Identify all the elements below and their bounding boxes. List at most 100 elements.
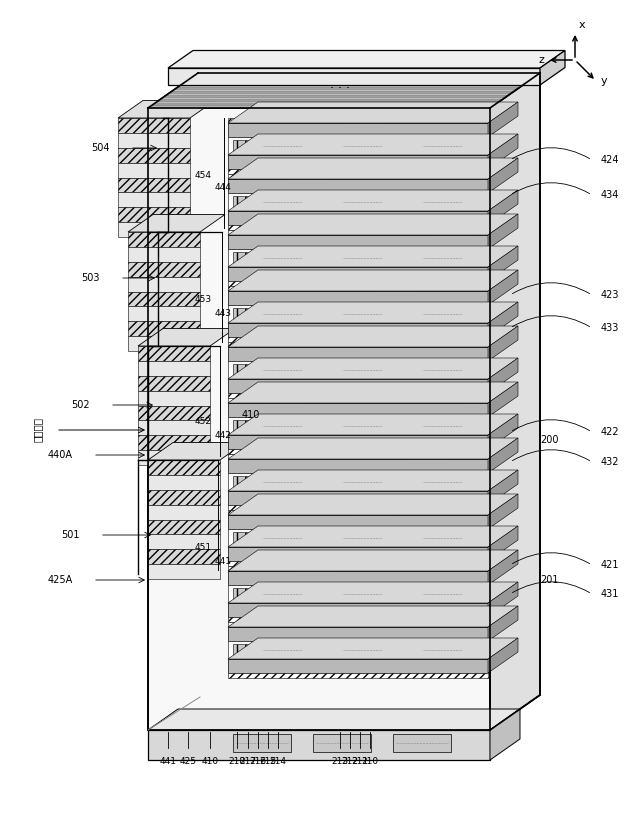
Polygon shape [228,459,488,473]
Polygon shape [228,169,488,174]
Polygon shape [138,346,210,361]
Polygon shape [488,102,518,137]
Text: 216: 216 [250,758,267,767]
Polygon shape [540,50,565,85]
Polygon shape [128,214,225,232]
Polygon shape [340,308,385,320]
Polygon shape [488,190,518,225]
Polygon shape [148,730,490,760]
Polygon shape [154,102,499,104]
Polygon shape [420,532,465,544]
Text: · · ·: · · · [330,82,350,94]
Polygon shape [420,140,465,152]
Polygon shape [195,73,540,75]
Polygon shape [488,438,518,473]
Polygon shape [118,178,190,193]
Polygon shape [228,211,488,225]
Polygon shape [488,494,518,529]
Polygon shape [228,358,518,379]
Polygon shape [157,100,502,102]
Polygon shape [420,644,465,656]
Polygon shape [233,420,255,432]
Text: 432: 432 [601,457,620,467]
Polygon shape [180,84,525,85]
Polygon shape [233,140,255,152]
Text: 425A: 425A [48,575,73,585]
Polygon shape [313,588,335,600]
Text: 218: 218 [228,758,246,767]
Text: 442: 442 [215,431,232,439]
Polygon shape [138,328,235,346]
Polygon shape [148,564,220,579]
Text: 410: 410 [202,758,219,767]
Polygon shape [228,659,488,673]
Polygon shape [228,638,518,659]
Polygon shape [128,276,200,291]
Polygon shape [340,140,385,152]
Polygon shape [233,644,255,656]
Text: 503: 503 [81,273,100,283]
Polygon shape [228,417,488,435]
Polygon shape [228,305,488,323]
Polygon shape [168,50,565,68]
Text: 441: 441 [159,758,177,767]
Polygon shape [490,709,520,760]
Polygon shape [228,270,518,291]
Polygon shape [233,532,255,544]
Polygon shape [260,420,305,432]
Text: 215: 215 [259,758,276,767]
Polygon shape [128,321,200,336]
Polygon shape [228,342,488,347]
Polygon shape [148,709,520,730]
Text: 431: 431 [601,589,619,599]
Polygon shape [228,302,518,323]
Polygon shape [420,196,465,208]
Text: 425: 425 [179,758,196,767]
Polygon shape [228,505,488,510]
Polygon shape [393,196,415,208]
Polygon shape [393,420,415,432]
Polygon shape [228,606,518,627]
Polygon shape [228,193,488,211]
Polygon shape [488,382,518,417]
Polygon shape [118,101,215,118]
Polygon shape [313,532,335,544]
Text: 422: 422 [601,427,620,437]
Text: 440A: 440A [48,450,73,460]
Text: 443: 443 [215,308,232,318]
Text: 214: 214 [269,758,287,767]
Polygon shape [313,308,335,320]
Polygon shape [163,96,508,98]
Polygon shape [228,454,488,459]
Polygon shape [128,247,200,262]
Text: 211: 211 [351,758,369,767]
Polygon shape [151,104,496,106]
Polygon shape [128,232,200,247]
Polygon shape [228,627,488,641]
Text: 210: 210 [362,758,379,767]
Polygon shape [228,246,518,267]
Polygon shape [260,532,305,544]
Polygon shape [313,420,335,432]
Polygon shape [488,606,518,641]
Polygon shape [228,323,488,337]
Polygon shape [393,140,415,152]
Polygon shape [228,617,488,622]
Polygon shape [488,414,518,449]
Polygon shape [488,582,518,617]
Polygon shape [260,308,305,320]
Polygon shape [148,549,220,564]
Polygon shape [340,196,385,208]
Text: 441: 441 [215,557,232,566]
Polygon shape [228,561,488,566]
Polygon shape [393,532,415,544]
Polygon shape [228,414,518,435]
Polygon shape [313,734,371,752]
Polygon shape [228,179,488,193]
Polygon shape [228,225,488,230]
Polygon shape [186,79,531,81]
Polygon shape [228,267,488,281]
Polygon shape [189,77,534,79]
Polygon shape [228,529,488,547]
Polygon shape [488,326,518,361]
